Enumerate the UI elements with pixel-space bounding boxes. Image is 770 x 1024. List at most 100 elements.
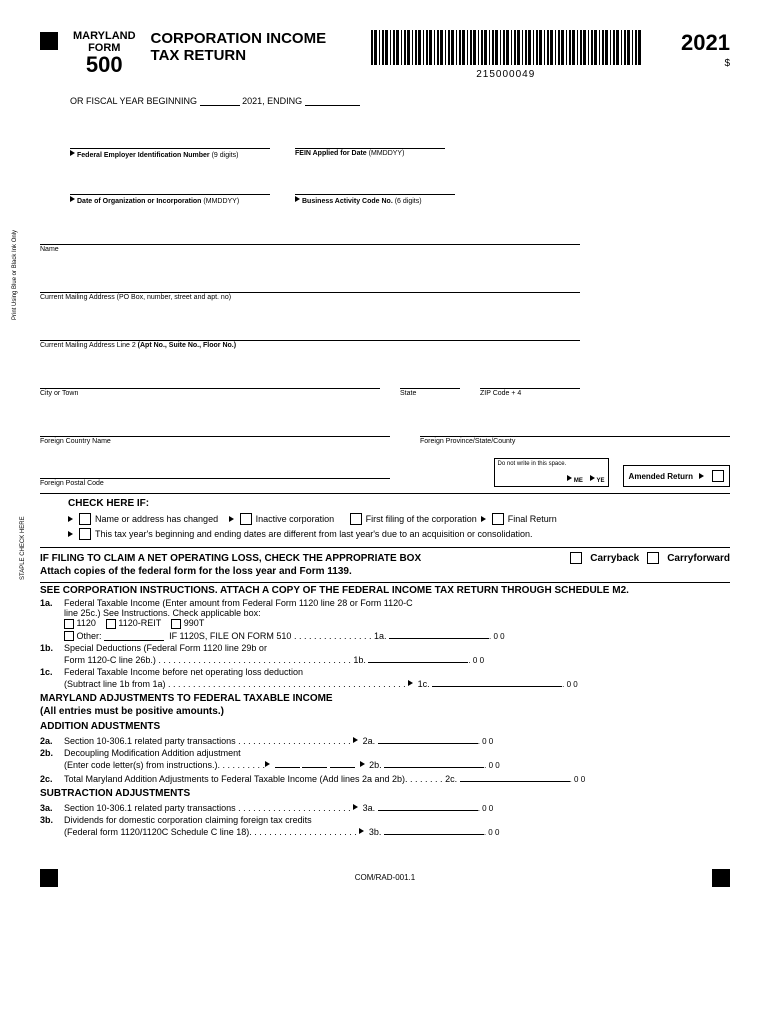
fein-date-input[interactable]	[295, 131, 445, 149]
code-3[interactable]	[330, 758, 355, 768]
form-identifier: MARYLAND FORM 500	[73, 30, 136, 76]
foreign-country-label: Foreign Country Name	[40, 438, 390, 445]
check-row-2: This tax year's beginning and ending dat…	[68, 528, 730, 540]
inactive-label: Inactive corporation	[256, 514, 335, 524]
ink-note: Print Using Blue or Black Ink Only	[12, 230, 18, 320]
barcode-number: 215000049	[346, 69, 667, 80]
bus-code-input[interactable]	[295, 177, 455, 195]
name-changed-checkbox[interactable]	[79, 513, 91, 525]
fiscal-year-line: OR FISCAL YEAR BEGINNING 2021, ENDING	[70, 95, 730, 106]
foreign-prov-input[interactable]	[420, 415, 730, 437]
foreign-postal-input[interactable]	[40, 457, 390, 479]
name-input[interactable]	[40, 223, 580, 245]
org-date-label: Date of Organization or Incorporation (M…	[70, 196, 270, 205]
addr2-input[interactable]	[40, 319, 580, 341]
cb-1120[interactable]	[64, 619, 74, 629]
addr1-label: Current Mailing Address (PO Box, number,…	[40, 293, 580, 301]
check-row-1: Name or address has changed Inactive cor…	[68, 513, 730, 525]
carryforward-checkbox[interactable]	[647, 552, 659, 564]
dates-diff-checkbox[interactable]	[79, 528, 91, 540]
amt-2b[interactable]	[384, 758, 484, 768]
code-2[interactable]	[302, 758, 327, 768]
cb-1120reit[interactable]	[106, 619, 116, 629]
md-adj-note: (All entries must be positive amounts.)	[40, 706, 730, 717]
form-title: CORPORATION INCOME TAX RETURN	[151, 30, 331, 64]
addr1-input[interactable]	[40, 271, 580, 293]
fiscal-begin-input[interactable]	[200, 95, 240, 106]
amt-1a[interactable]	[389, 629, 489, 639]
line-3b: 3b. Dividends for domestic corporation c…	[40, 815, 730, 837]
foreign-country-input[interactable]	[40, 415, 390, 437]
barcode	[371, 30, 641, 65]
fiscal-end-input[interactable]	[305, 95, 360, 106]
state-name: MARYLAND	[73, 30, 136, 42]
cb-other[interactable]	[64, 631, 74, 641]
amt-3b[interactable]	[384, 825, 484, 835]
marker-bottom-right	[712, 869, 730, 887]
form-number: 500	[73, 54, 136, 76]
fein-date-label: FEIN Applied for Date (MMDDYY)	[295, 150, 445, 157]
subtraction-header: SUBTRACTION ADJUSTMENTS	[40, 788, 730, 799]
line-3a: 3a. Section 10-306.1 related party trans…	[40, 801, 730, 813]
state-label: State	[400, 389, 460, 397]
line-2b: 2b. Decoupling Modification Addition adj…	[40, 748, 730, 770]
first-filing-checkbox[interactable]	[350, 513, 362, 525]
check-here-title: CHECK HERE IF:	[68, 498, 730, 509]
amt-1b[interactable]	[368, 653, 468, 663]
first-filing-label: First filing of the corporation	[366, 514, 477, 524]
line-1c: 1c. Federal Taxable Income before net op…	[40, 667, 730, 689]
final-return-label: Final Return	[508, 514, 557, 524]
fiscal-prefix: OR FISCAL YEAR BEGINNING	[70, 96, 197, 106]
marker-bottom-left	[40, 869, 58, 887]
final-return-checkbox[interactable]	[492, 513, 504, 525]
other-input[interactable]	[104, 630, 164, 641]
org-date-input[interactable]	[70, 177, 270, 195]
carryforward-label: Carryforward	[667, 553, 730, 564]
inactive-checkbox[interactable]	[240, 513, 252, 525]
nol-attach: Attach copies of the federal form for th…	[40, 566, 730, 577]
zip-label: ZIP Code + 4	[480, 389, 580, 397]
cb-990t[interactable]	[171, 619, 181, 629]
carryback-checkbox[interactable]	[570, 552, 582, 564]
zip-input[interactable]	[480, 367, 580, 389]
amt-2c[interactable]	[460, 772, 570, 782]
carryback-label: Carryback	[590, 553, 639, 564]
line-1a: 1a. Federal Taxable Income (Enter amount…	[40, 598, 730, 641]
md-adj-header: MARYLAND ADJUSTMENTS TO FEDERAL TAXABLE …	[40, 693, 730, 704]
nol-row: IF FILING TO CLAIM A NET OPERATING LOSS,…	[40, 552, 730, 564]
fein-label: Federal Employer Identification Number (…	[70, 150, 270, 159]
barcode-block: 215000049	[346, 30, 667, 80]
city-label: City or Town	[40, 389, 380, 397]
amended-checkbox[interactable]	[712, 470, 724, 482]
footer-code: COM/RAD-001.1	[58, 873, 712, 882]
name-label: Name	[40, 245, 580, 253]
fiscal-year-text: 2021, ENDING	[242, 96, 302, 106]
code-1[interactable]	[275, 758, 300, 768]
bus-code-label: Business Activity Code No. (6 digits)	[295, 196, 455, 205]
nol-text: IF FILING TO CLAIM A NET OPERATING LOSS,…	[40, 553, 562, 564]
line-2a: 2a. Section 10-306.1 related party trans…	[40, 734, 730, 746]
line-1b: 1b. Special Deductions (Federal Form 112…	[40, 643, 730, 665]
foreign-prov-label: Foreign Province/State/County	[420, 438, 730, 445]
tax-year: 2021	[681, 30, 730, 56]
foreign-postal-label: Foreign Postal Code	[40, 480, 390, 487]
do-not-write-box: Do not write in this space. ME YE	[494, 458, 609, 487]
amt-3a[interactable]	[378, 801, 478, 811]
state-input[interactable]	[400, 367, 460, 389]
instructions-line: SEE CORPORATION INSTRUCTIONS. ATTACH A C…	[40, 585, 730, 596]
fein-input[interactable]	[70, 131, 270, 149]
city-input[interactable]	[40, 367, 380, 389]
dollar-sign: $	[681, 58, 730, 69]
amt-1c[interactable]	[432, 677, 562, 687]
name-changed-label: Name or address has changed	[95, 514, 218, 524]
staple-note: STAPLE CHECK HERE	[20, 516, 26, 580]
header: MARYLAND FORM 500 CORPORATION INCOME TAX…	[40, 30, 730, 80]
me-label: ME	[574, 478, 583, 484]
addition-header: ADDITION ADUSTMENTS	[40, 721, 730, 732]
addr2-label: Current Mailing Address Line 2 (Apt No.,…	[40, 341, 580, 349]
amended-return-box: Amended Return	[623, 465, 730, 487]
year-block: 2021 $	[681, 30, 730, 69]
marker-top-left	[40, 32, 58, 50]
amt-2a[interactable]	[378, 734, 478, 744]
footer: COM/RAD-001.1	[40, 867, 730, 887]
